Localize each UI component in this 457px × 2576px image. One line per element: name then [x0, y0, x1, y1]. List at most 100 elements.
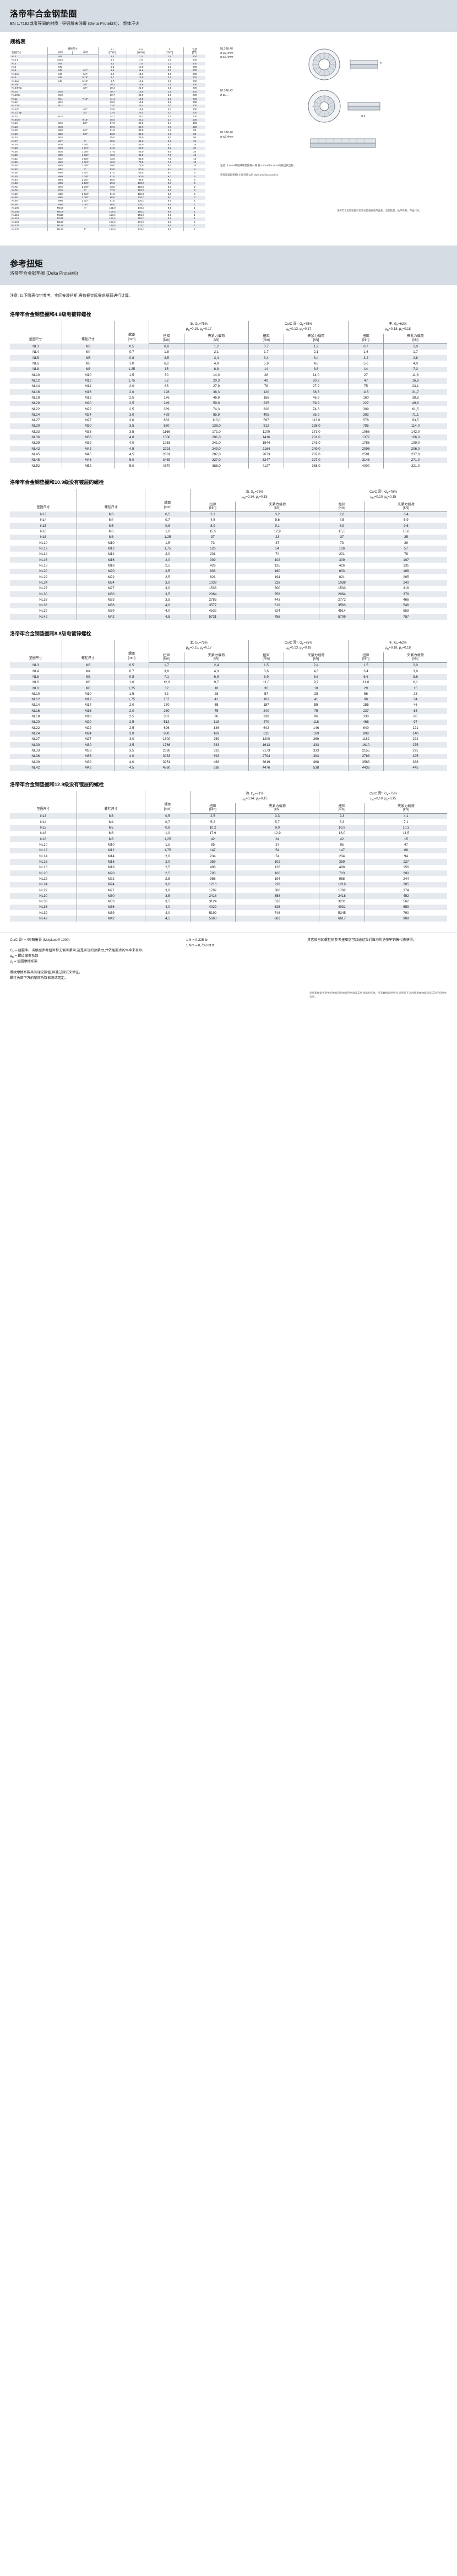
table-cell: 120	[248, 389, 284, 395]
torque-tables-container: 洛帝牢合金钢垫圈和4.8级电镀锌螺栓 垫圈尺寸 螺栓尺寸 螺距 [mm] 油, GF=75…	[0, 301, 457, 922]
table-cell: 3,4	[284, 355, 349, 361]
illustration-sp-label: NL3-NL42 ø a≥…	[220, 89, 233, 97]
table-cell: 659	[364, 608, 447, 614]
table-cell: NL42	[39, 917, 48, 921]
table-cell: 468	[183, 759, 249, 765]
table-cell: M48	[61, 457, 115, 464]
col-torque-2: 扭矩 [Nm]	[347, 652, 384, 663]
table-cell: 12,0	[148, 679, 184, 685]
table-cell: M85	[47, 196, 73, 200]
table-cell: 53,0	[97, 168, 127, 172]
table-cell: 275	[383, 748, 447, 754]
table-cell: 1533	[318, 585, 365, 591]
table-row: NL24 M24 3,0 1216 228 1216 285	[10, 881, 447, 887]
table-cell: 300	[235, 585, 319, 591]
table-cell: 13,6	[364, 529, 447, 535]
table-cell: NL18	[31, 715, 40, 719]
table-cell: M39	[77, 910, 145, 916]
table-cell: NL5	[40, 826, 47, 830]
table-cell: NL39	[12, 154, 18, 157]
table-cell: 17,9	[189, 830, 236, 837]
col-washer-size: 垫圈尺寸	[29, 337, 42, 341]
table-cell: M24	[61, 412, 115, 418]
table-cell	[47, 83, 73, 87]
table-cell: 8,8	[284, 366, 349, 373]
table-cell: 10,9	[318, 825, 365, 831]
torque-notice: 注意: 以下附表仅供参考。实际安装扭矩,需依据实际需求载荷进行计算。	[10, 294, 133, 298]
table-cell: 4,0	[383, 361, 447, 367]
table-cell: 1786	[347, 440, 384, 446]
table-row: NL22 M22 7/8" 23,0 36,0 4,6 50	[10, 133, 205, 137]
table-cell: 201,0	[183, 434, 249, 440]
table-cell: 70,0	[126, 161, 155, 165]
table-cell: 10,8	[126, 66, 155, 69]
table-cell: 15,5	[318, 529, 365, 535]
table-cell: 4,8	[183, 361, 249, 367]
table-cell: 757	[364, 614, 447, 620]
table-cell: M30	[77, 591, 145, 597]
table-cell: 156	[364, 864, 447, 870]
col-bolt-size: 螺栓尺寸	[77, 489, 145, 512]
col-group-1: Cu/C 膏*, GF=75% μth=0,10, μh=0,15	[318, 791, 447, 804]
col-torque-0: 扭矩 [Nm]	[189, 803, 236, 814]
table-cell: 15,0	[97, 118, 127, 122]
table-cell: 5,9	[248, 361, 284, 367]
table-cell: 8,1	[383, 679, 447, 685]
table-cell: 426	[318, 563, 365, 569]
table-cell: 23	[383, 691, 447, 697]
table-cell: 14	[347, 366, 384, 373]
table-cell: M18	[61, 395, 115, 401]
table-row: NL39 M39 4,0 5199 748 5345 790	[10, 910, 447, 916]
table-row: NL27 M27 3,0 1792 300 1792 374	[10, 887, 447, 894]
table-row: NL3/8"sp 3/8" 10,3 21,0 2,5 200	[10, 86, 205, 91]
table-cell: 93,5	[383, 417, 447, 423]
table-cell: M22	[61, 725, 115, 731]
table-row: NL8 M8 1,25 37 23 37 25	[10, 534, 447, 541]
table-cell: 108,4	[97, 210, 127, 214]
table-cell: M12	[47, 104, 73, 108]
col-group-2: 干, GF=62% μth=0,18, μh=0,18	[347, 321, 447, 334]
table-cell: 85,9	[284, 412, 349, 418]
table-cell: 3231	[318, 898, 365, 905]
table-cell: NL105	[12, 210, 19, 213]
svg-text:ø a: ø a	[361, 115, 365, 118]
table-cell: M27	[77, 887, 145, 894]
table-cell: NL12	[31, 378, 40, 383]
table-cell: 3,2	[347, 355, 384, 361]
table-cell: 3,0	[114, 736, 149, 743]
table-cell: 78	[364, 551, 447, 558]
table-cell: 10	[183, 154, 205, 157]
table-cell: 3,5	[114, 429, 149, 435]
table-cell: 100	[183, 118, 205, 122]
table-cell: NL22	[39, 575, 48, 579]
table-row: NL42 M42 4,5 2291 249,0 2164 249,0 2098 206,0	[10, 446, 447, 452]
torque-table-body: NL3 M3 0,5 2,3 3,2 2,0 3,4 NL4 M4 0,7 4,5 5,6 4,5 5,9…	[10, 511, 447, 620]
table-cell: 7,0	[155, 154, 184, 157]
table-cell: 359	[318, 859, 365, 865]
table-cell: NL14	[12, 115, 18, 118]
table-cell: M6	[47, 73, 73, 77]
torque-table-body: NL3 M3 0,5 0,8 1,2 0,7 1,2 0,7 1,0 NL4 M4 0,7 1,8 2,1…	[10, 343, 447, 469]
table-cell: 11,0	[347, 679, 384, 685]
table-cell: NL8sp	[12, 79, 19, 83]
table-cell: 4514	[318, 608, 365, 614]
table-cell: 2164	[248, 446, 284, 452]
table-cell: 52,0	[126, 146, 155, 150]
torque-head-sub-row: 扭矩 [Nm] 夹紧力载荷 [kN] 扭矩 [Nm] 夹紧力载荷 [kN] 扭矩 [Nm] 夹紧力载…	[10, 652, 447, 663]
table-cell: 7,6	[155, 161, 184, 165]
table-cell: 75	[183, 708, 249, 714]
table-cell: 5	[183, 168, 205, 172]
table-cell: 309	[189, 557, 236, 563]
table-cell: 1,5	[347, 662, 384, 669]
table-cell: NL76	[12, 189, 18, 192]
table-cell: NL24	[31, 412, 40, 417]
table-cell: 20,3	[183, 378, 249, 384]
table-cell: 3,4	[97, 55, 127, 59]
table-cell: 6,0	[155, 143, 184, 147]
col-h: h [mm]	[155, 47, 184, 55]
table-cell: 54	[235, 847, 319, 854]
torque-table-wrap: 垫圈尺寸 螺栓尺寸 螺距 [mm] 油, GF=75% μth=0,14, μh=0,15…	[0, 489, 457, 620]
table-cell: 3/8"	[83, 86, 88, 90]
table-cell: 86,0	[97, 196, 127, 200]
table-cell: 2,5	[145, 870, 190, 876]
